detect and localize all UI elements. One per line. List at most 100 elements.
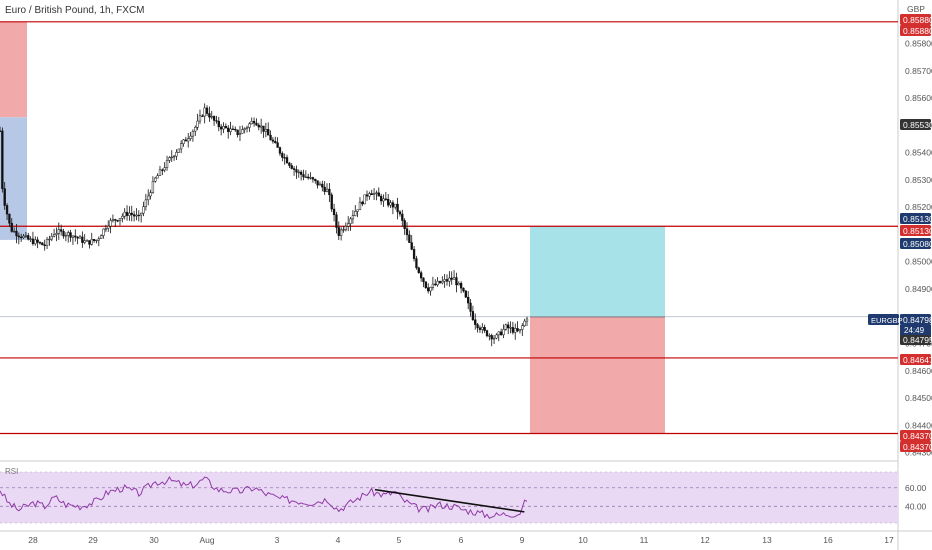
candle-body	[281, 153, 284, 158]
candle-body	[455, 277, 458, 286]
candle-body	[29, 238, 32, 240]
price-tag-label: 0.85130	[903, 226, 932, 236]
price-tag-label: 0.85530	[903, 120, 932, 130]
symbol-tag-box	[868, 314, 899, 325]
price-tag-box	[900, 225, 931, 236]
candle-body	[137, 214, 140, 217]
candle-body	[102, 228, 105, 236]
candle-body	[31, 238, 35, 245]
candle-body	[97, 238, 100, 241]
price-tag-box	[900, 238, 931, 249]
candle-body	[507, 324, 510, 329]
candle-body	[481, 327, 484, 330]
candle-body	[335, 214, 338, 228]
candle-body	[114, 219, 117, 221]
candle-body	[140, 212, 143, 216]
candle-body	[314, 178, 317, 181]
candle-body	[64, 235, 68, 237]
candle-body	[198, 115, 202, 122]
candle-body	[478, 327, 482, 330]
price-tag: 0.85130	[900, 213, 932, 224]
candle-body	[356, 209, 359, 212]
time-tick-label: 5	[397, 535, 402, 545]
price-tag: 0.85530	[900, 119, 932, 130]
candle-body	[485, 330, 489, 337]
candle-body	[10, 222, 13, 232]
candle-body	[165, 160, 169, 168]
horizontal-levels[interactable]	[0, 21, 898, 435]
candle-body	[354, 211, 357, 216]
candle-body	[116, 220, 119, 222]
candle-body	[130, 212, 133, 215]
candle-body	[347, 223, 350, 227]
candle-body	[365, 194, 369, 197]
candle-body	[104, 228, 108, 230]
candle-body	[443, 279, 446, 282]
time-tick-label: 16	[823, 535, 833, 545]
candle-body	[231, 128, 235, 130]
candle-body	[328, 188, 331, 196]
time-tick-label: 30	[149, 535, 159, 545]
candle-body	[184, 139, 188, 142]
rsi-divergence-trendline[interactable]	[374, 488, 525, 513]
stop-zone[interactable]	[530, 316, 665, 434]
candle-body	[259, 125, 263, 128]
candle-body	[189, 135, 192, 139]
candle-body	[358, 201, 362, 211]
candle-body	[410, 242, 413, 250]
candle-body	[285, 157, 289, 164]
candle-body	[147, 195, 150, 201]
symbol-tag-label: EURGBP	[871, 316, 903, 325]
candle-body	[311, 177, 315, 180]
candle-body	[60, 229, 63, 232]
candle-body	[368, 193, 371, 197]
candle-body	[431, 283, 435, 288]
candle-body	[495, 334, 498, 339]
candle-body	[375, 192, 378, 194]
candle-body	[227, 127, 230, 132]
candle-body	[67, 232, 70, 236]
target-zone[interactable]	[530, 226, 665, 317]
candle-body	[220, 126, 223, 130]
candle-body	[241, 129, 244, 134]
candle-body	[22, 235, 25, 239]
candle-body	[135, 214, 138, 217]
candle-body	[295, 169, 298, 173]
price-tag-box	[900, 25, 931, 36]
price-tag-label: 0.85880	[903, 26, 932, 36]
price-tag: 0.84647	[900, 354, 932, 365]
candle-body	[156, 175, 159, 179]
candle-body	[161, 169, 164, 171]
earlier-target-zone	[0, 117, 27, 240]
price-tag-label: 0.84370	[903, 431, 932, 441]
candle-body	[257, 124, 260, 128]
candle-body	[215, 120, 218, 122]
candle-body	[457, 283, 460, 286]
candle-body	[514, 328, 517, 333]
candle-body	[252, 120, 256, 124]
candle-body	[236, 129, 239, 135]
candle-body	[387, 198, 390, 206]
time-axis[interactable]: 28 29 30 Aug 3 4 5 6 9 10 11 12 13 16 17	[28, 535, 894, 545]
candle-body	[144, 199, 148, 207]
candle-body	[389, 202, 392, 206]
candle-body	[180, 143, 183, 150]
candle-body	[264, 129, 268, 132]
candle-body	[8, 213, 11, 224]
candle-body	[318, 183, 322, 186]
candle-body	[41, 242, 44, 246]
candle-body	[194, 126, 197, 132]
candle-body	[107, 225, 110, 229]
candle-body	[344, 226, 347, 230]
candle-body	[175, 152, 178, 157]
time-tick-label: Aug	[199, 535, 214, 545]
candle-body	[521, 325, 524, 330]
time-tick-label: 11	[640, 535, 649, 545]
price-tag: 0.84370	[900, 430, 932, 441]
